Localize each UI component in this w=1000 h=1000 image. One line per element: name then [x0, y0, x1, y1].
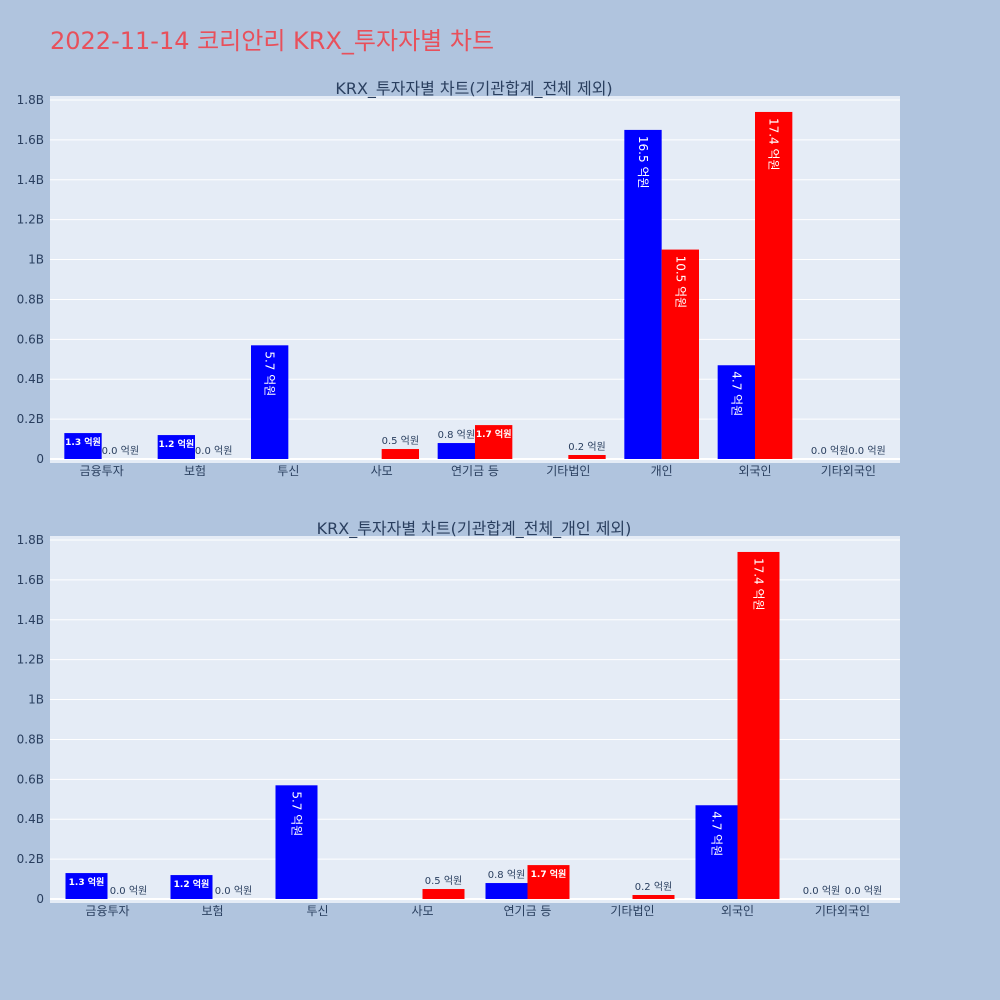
x-tick-label: 사모	[371, 464, 393, 478]
y-tick-label: 0.2B	[17, 412, 44, 426]
x-tick-label: 외국인	[738, 464, 771, 478]
data-label: 0.5 억원	[425, 875, 462, 887]
chart-title: KRX_투자자별 차트(기관합계_전체_개인 제외)	[317, 519, 632, 539]
bar	[157, 435, 195, 459]
bar	[695, 805, 738, 899]
x-tick-label: 보험	[184, 464, 206, 478]
y-tick-label: 1.6B	[17, 133, 44, 147]
y-tick-label: 0.8B	[17, 732, 44, 746]
bar	[624, 129, 662, 459]
bar	[170, 875, 213, 899]
bar	[755, 111, 793, 459]
x-tick-label: 개인	[651, 464, 673, 478]
data-label: 0.0 억원	[848, 445, 885, 457]
bar	[437, 443, 475, 459]
y-tick-label: 1.6B	[17, 573, 44, 587]
figure-title: 2022-11-14 코리안리 KRX_투자자별 차트	[50, 27, 494, 55]
bar	[65, 873, 108, 899]
data-label: 0.0 억원	[195, 445, 232, 457]
y-tick-label: 1B	[28, 693, 44, 707]
data-label: 17.4 억원	[767, 118, 781, 171]
y-tick-label: 1.8B	[17, 93, 44, 107]
bar	[251, 345, 289, 459]
data-label: 0.8 억원	[488, 869, 525, 881]
data-label: 1.2 억원	[159, 438, 195, 450]
y-tick-label: 0.4B	[17, 372, 44, 386]
bar	[661, 249, 699, 459]
y-tick-label: 0.8B	[17, 292, 44, 306]
chart-title: KRX_투자자별 차트(기관합계_전체 제외)	[335, 79, 612, 99]
y-tick-label: 1.2B	[17, 213, 44, 227]
data-label: 5.7 억원	[263, 351, 277, 396]
data-label: 16.5 억원	[636, 136, 650, 189]
bar	[717, 365, 755, 459]
y-tick-label: 0.6B	[17, 772, 44, 786]
x-tick-label: 금융투자	[80, 464, 124, 478]
bar	[485, 883, 528, 899]
data-label: 1.7 억원	[476, 428, 512, 440]
data-label: 4.7 억원	[710, 811, 724, 856]
chart-bottom: KRX_투자자별 차트(기관합계_전체_개인 제외) 0 0.2B 0.4B 0.6B 0…	[17, 519, 900, 918]
y-tick-label: 1B	[28, 253, 44, 267]
x-tick-label: 투신	[277, 464, 299, 478]
bar	[381, 449, 419, 459]
bar	[737, 551, 780, 899]
bar	[422, 889, 465, 899]
x-tick-label: 투신	[306, 904, 328, 918]
data-label: 1.7 억원	[531, 868, 567, 880]
bar	[475, 425, 513, 459]
x-tick-label: 보험	[201, 904, 223, 918]
data-label: 0.0 억원	[845, 885, 882, 897]
x-tick-label: 사모	[411, 904, 433, 918]
y-tick-label: 0.6B	[17, 332, 44, 346]
y-tick-label: 1.4B	[17, 613, 44, 627]
data-label: 0.0 억원	[811, 445, 848, 457]
y-tick-label: 1.2B	[17, 653, 44, 667]
x-tick-label: 외국인	[721, 904, 754, 918]
bar	[632, 895, 675, 899]
bar	[527, 865, 570, 899]
x-tick-label: 기타법인	[610, 904, 654, 918]
x-tick-label: 기타외국인	[821, 464, 876, 478]
data-label: 1.3 억원	[69, 876, 105, 888]
data-label: 1.3 억원	[65, 436, 101, 448]
y-tick-label: 0	[36, 892, 44, 906]
data-label: 4.7 억원	[729, 371, 743, 416]
data-label: 1.2 억원	[174, 878, 210, 890]
y-tick-label: 1.4B	[17, 173, 44, 187]
data-label: 0.0 억원	[215, 885, 252, 897]
data-label: 0.2 억원	[635, 881, 672, 893]
x-tick-label: 기타법인	[546, 464, 590, 478]
data-label: 17.4 억원	[752, 558, 766, 611]
bar	[568, 455, 606, 459]
data-label: 0.2 억원	[568, 441, 605, 453]
data-label: 0.0 억원	[803, 885, 840, 897]
data-label: 0.0 억원	[110, 885, 147, 897]
x-tick-label: 기타외국인	[815, 904, 870, 918]
x-tick-label: 연기금 등	[504, 904, 552, 918]
y-tick-label: 0.2B	[17, 852, 44, 866]
data-label: 0.0 억원	[102, 445, 139, 457]
data-label: 5.7 억원	[290, 791, 304, 836]
chart-top: KRX_투자자별 차트(기관합계_전체 제외) 0 0.2B 0.4B 0.6B 0.8B…	[17, 79, 900, 478]
x-tick-label: 금융투자	[85, 904, 129, 918]
bar	[275, 785, 318, 899]
data-label: 0.5 억원	[382, 435, 419, 447]
y-tick-label: 1.8B	[17, 533, 44, 547]
y-tick-label: 0.4B	[17, 812, 44, 826]
data-label: 10.5 억원	[673, 256, 687, 309]
bar	[64, 433, 102, 459]
data-label: 0.8 억원	[438, 429, 475, 441]
x-tick-label: 연기금 등	[451, 464, 499, 478]
y-tick-label: 0	[36, 452, 44, 466]
